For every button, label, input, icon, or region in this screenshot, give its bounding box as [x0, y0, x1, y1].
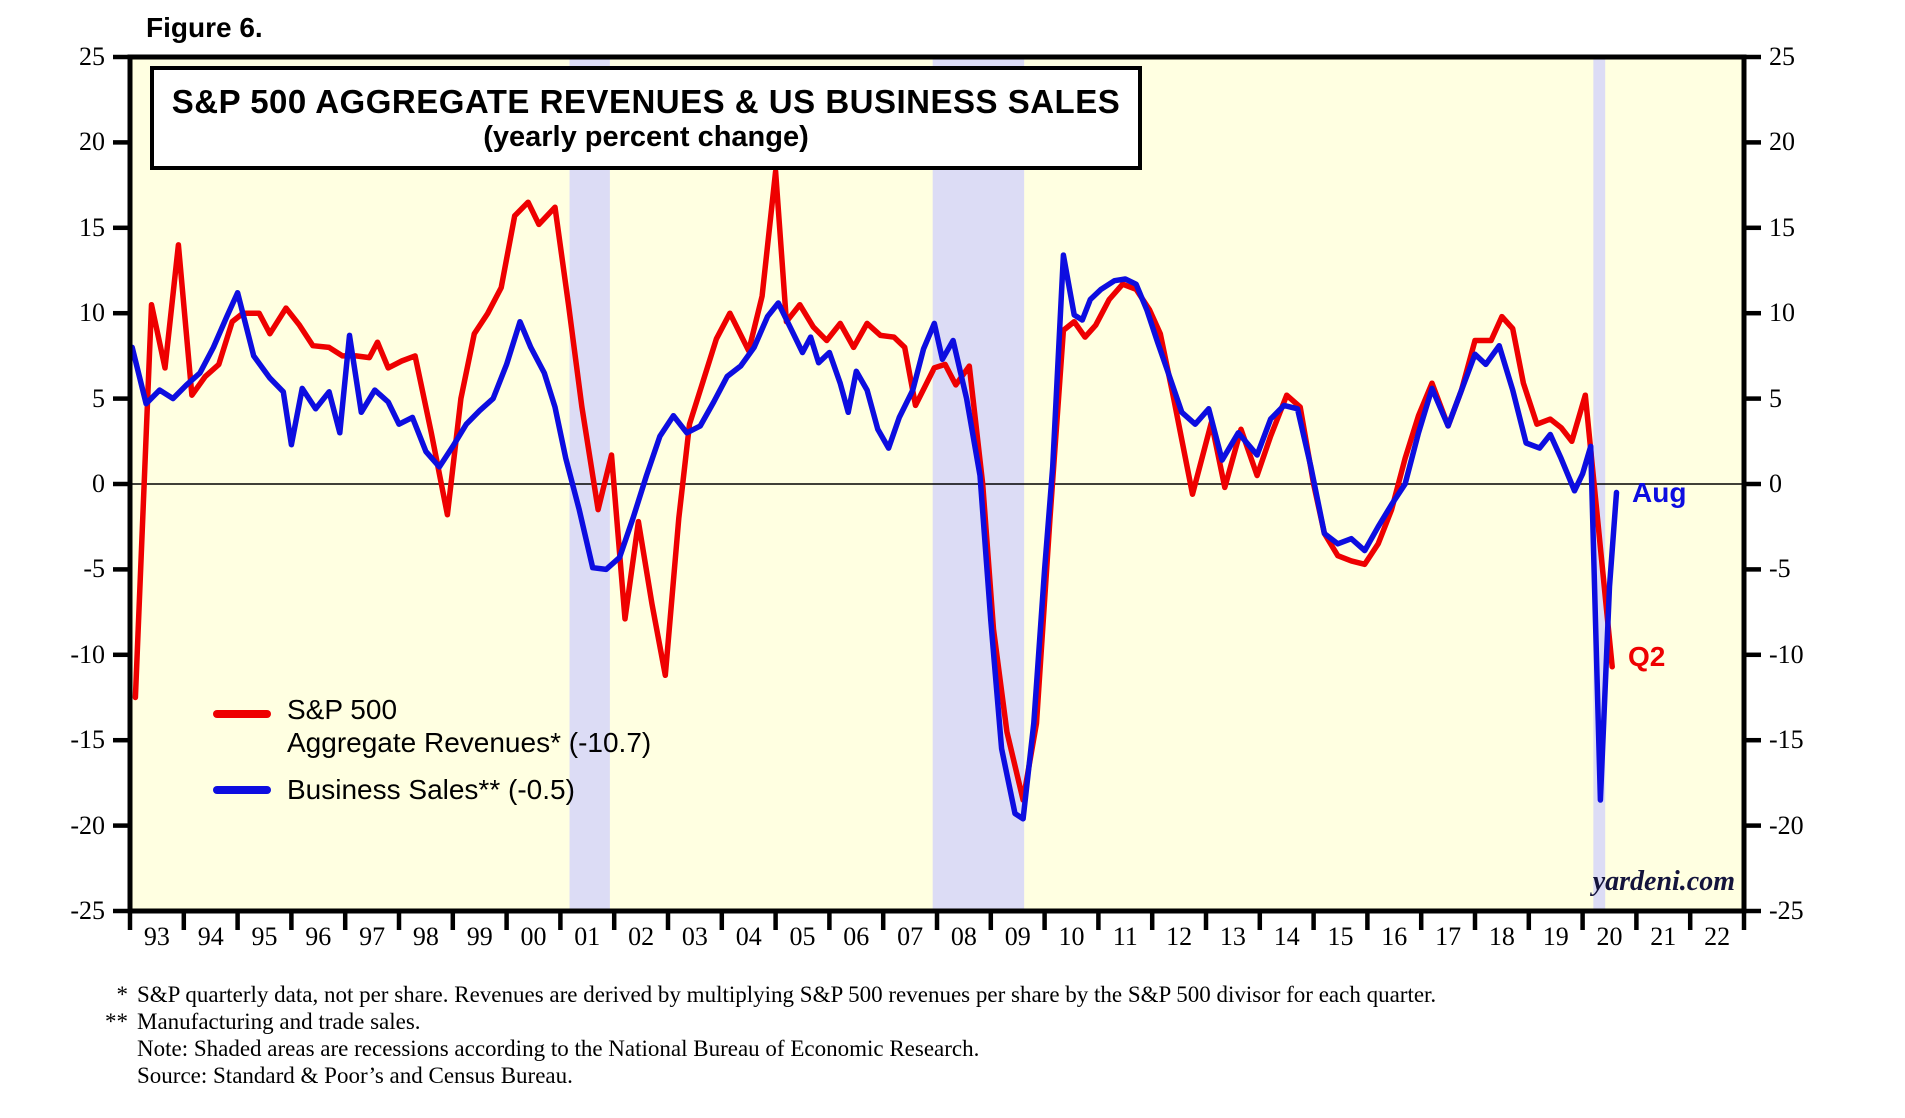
x-tick-label: 08	[950, 922, 977, 951]
y-tick-label-left: -20	[70, 810, 105, 840]
x-tick-label: 03	[681, 922, 708, 951]
x-tick-label: 22	[1704, 922, 1731, 951]
x-tick-label: 17	[1435, 922, 1462, 951]
y-tick-label-left: 20	[79, 127, 105, 157]
y-tick-label-right: 20	[1769, 127, 1795, 157]
y-tick-label-left: 10	[79, 298, 105, 328]
x-tick-label: 18	[1488, 922, 1515, 951]
x-tick-label: 06	[843, 922, 870, 951]
x-tick-label: 13	[1219, 922, 1246, 951]
y-tick-label-left: -10	[70, 639, 105, 669]
x-tick-label: 93	[143, 922, 170, 951]
x-tick-label: 11	[1112, 922, 1138, 951]
watermark-yardeni: yardeni.com	[1592, 866, 1735, 897]
x-tick-label: 12	[1166, 922, 1193, 951]
legend-label-revenues-line1: S&P 500	[287, 694, 398, 725]
x-tick-label: 00	[520, 922, 547, 951]
footnote-text: Manufacturing and trade sales.	[137, 1009, 421, 1034]
x-tick-label: 98	[412, 922, 439, 951]
footnote-row: Note: Shaded areas are recessions accord…	[88, 1035, 1436, 1062]
y-tick-label-right: -5	[1769, 554, 1791, 584]
y-tick-label-left: 15	[79, 212, 105, 242]
chart-title-box: S&P 500 AGGREGATE REVENUES & US BUSINESS…	[150, 66, 1142, 170]
x-tick-label: 96	[305, 922, 332, 951]
x-tick-label: 19	[1542, 922, 1569, 951]
y-tick-label-left: 0	[92, 469, 105, 498]
chart-subtitle: (yearly percent change)	[483, 120, 809, 153]
legend-label-revenues-line2: Aggregate Revenues* (-10.7)	[287, 727, 652, 758]
x-tick-label: 14	[1273, 922, 1300, 951]
annotation-q2: Q2	[1628, 641, 1666, 672]
series-line-2	[129, 252, 1620, 822]
footnote-marker: **	[105, 1009, 128, 1034]
x-tick-label: 10	[1058, 922, 1085, 951]
x-tick-label: 94	[197, 922, 224, 951]
footnote-text: Note: Shaded areas are recessions accord…	[137, 1036, 980, 1061]
x-tick-label: 05	[789, 922, 816, 951]
plot-frame	[127, 54, 1747, 914]
x-tick-label: 20	[1596, 922, 1623, 951]
y-tick-label-right: 25	[1769, 42, 1795, 71]
footnote-marker	[88, 1062, 137, 1089]
footnotes: * S&P quarterly data, not per share. Reve…	[88, 981, 1436, 1089]
y-tick-label-left: -15	[70, 725, 105, 755]
footnote-marker: *	[116, 982, 129, 1007]
y-tick-label-left: 25	[79, 42, 105, 71]
footnote-text: S&P quarterly data, not per share. Reven…	[137, 982, 1437, 1007]
y-tick-label-left: 5	[92, 383, 105, 413]
y-tick-label-right: 10	[1769, 298, 1795, 328]
x-tick-label: 99	[466, 922, 493, 951]
legend-label-business-sales: Business Sales** (-0.5)	[287, 774, 575, 805]
y-tick-label-right: -10	[1769, 639, 1804, 669]
footnote-text: Source: Standard & Poor’s and Census Bur…	[137, 1063, 573, 1088]
footnote-row: * S&P quarterly data, not per share. Reve…	[88, 981, 1437, 1008]
y-tick-label-right: 15	[1769, 212, 1795, 242]
x-tick-label: 15	[1327, 922, 1354, 951]
chart-title: S&P 500 AGGREGATE REVENUES & US BUSINESS…	[171, 82, 1121, 120]
y-tick-label-right: 0	[1769, 469, 1782, 498]
x-tick-label: 16	[1381, 922, 1408, 951]
legend-swatch-revenues	[213, 710, 271, 718]
y-tick-label-left: -5	[83, 554, 105, 584]
y-tick-label-right: -15	[1769, 725, 1804, 755]
x-tick-label: 04	[735, 922, 762, 951]
x-tick-label: 02	[628, 922, 655, 951]
x-tick-label: 21	[1650, 922, 1677, 951]
legend-swatch-business-sales	[213, 786, 271, 794]
series-line-1	[132, 168, 1615, 803]
annotation-aug: Aug	[1632, 477, 1687, 508]
footnote-marker	[88, 1035, 137, 1062]
y-tick-label-left: -25	[70, 896, 105, 925]
figure-label: Figure 6.	[146, 12, 263, 43]
footnote-row: ** Manufacturing and trade sales.	[88, 1008, 1436, 1035]
x-tick-label: 07	[897, 922, 924, 951]
x-tick-label: 97	[359, 922, 386, 951]
y-tick-label-right: 5	[1769, 383, 1782, 413]
y-tick-label-right: -25	[1769, 896, 1804, 925]
x-tick-label: 09	[1004, 922, 1031, 951]
x-tick-label: 01	[574, 922, 601, 951]
x-tick-label: 95	[251, 922, 278, 951]
y-tick-label-right: -20	[1769, 810, 1804, 840]
footnote-row: Source: Standard & Poor’s and Census Bur…	[88, 1062, 1436, 1089]
